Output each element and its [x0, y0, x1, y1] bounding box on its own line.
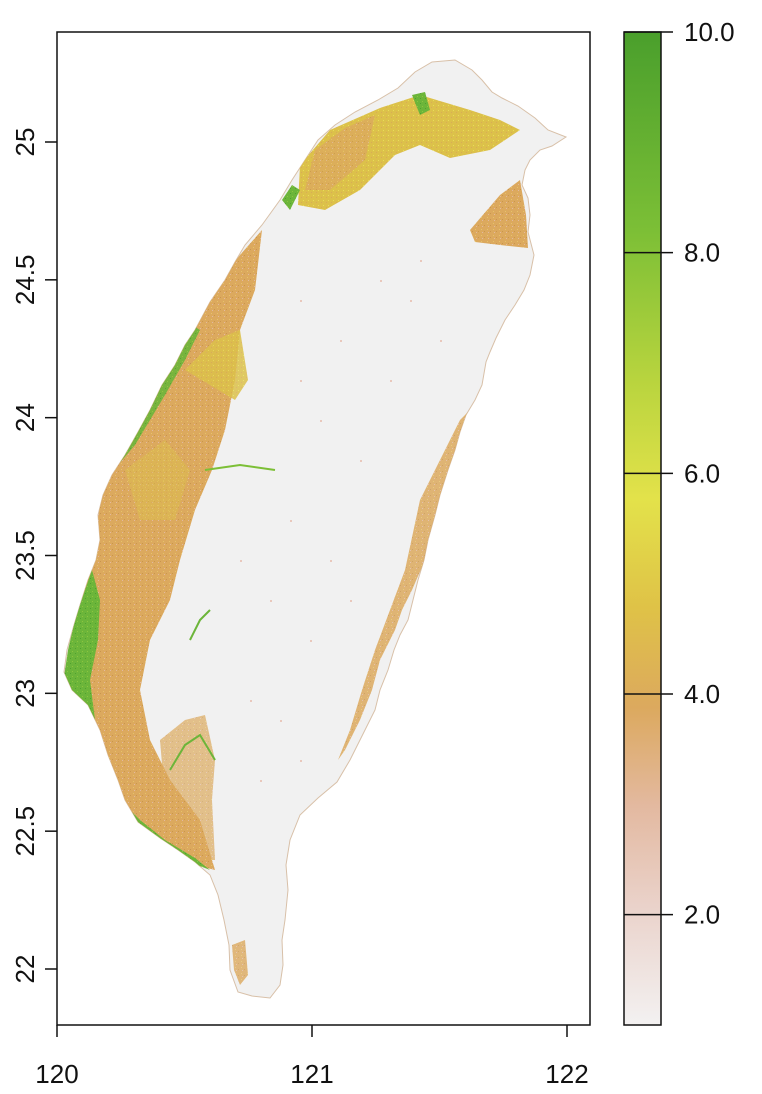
colorbar-tick-label: 6.0: [684, 458, 720, 488]
river-line: [204, 463, 276, 471]
northern-tan-region: [305, 115, 375, 190]
west-yellow-patch: [125, 440, 190, 520]
tamsui-green: [412, 92, 430, 115]
colorbar: [623, 31, 662, 1026]
north-coast-green: [282, 185, 300, 210]
south-coast-green: [120, 800, 210, 870]
y-tick-label: 22.5: [10, 806, 40, 857]
colorbar-axis: 2.0 4.0 6.0 8.0 10.0: [624, 17, 735, 930]
yilan-region: [470, 180, 528, 248]
taiwan-raster: [63, 59, 567, 999]
y-tick-label: 24: [10, 403, 40, 432]
river-line-central: [189, 609, 211, 641]
northern-yellow-region: [298, 95, 520, 210]
east-rift-region: [338, 410, 470, 760]
mountain-speckles: [240, 260, 442, 782]
colorbar-tick-label: 10.0: [684, 17, 735, 47]
x-tick-label: 122: [545, 1059, 588, 1089]
x-axis: 120 121 122: [35, 1025, 589, 1089]
colorbar-tick-label: 2.0: [684, 900, 720, 930]
x-tick-label: 121: [290, 1059, 333, 1089]
river-line-south: [169, 733, 216, 771]
x-tick-label: 120: [35, 1059, 78, 1089]
y-tick-label: 23.5: [10, 530, 40, 581]
southern-tip-region: [232, 940, 248, 985]
y-tick-label: 25: [10, 128, 40, 157]
colorbar-tick-label: 8.0: [684, 238, 720, 268]
y-axis: 22 22.5 23 23.5 24 24.5 25: [10, 128, 57, 984]
plot-frame: [56, 31, 591, 1026]
central-yellow-region: [185, 330, 248, 400]
y-tick-label: 24.5: [10, 255, 40, 306]
y-tick-label: 22: [10, 955, 40, 984]
southwest-coast-green: [64, 570, 110, 760]
y-tick-label: 23: [10, 679, 40, 708]
western-plain-region: [64, 230, 262, 870]
colorbar-tick-label: 4.0: [684, 679, 720, 709]
pingtung-region: [160, 715, 215, 860]
